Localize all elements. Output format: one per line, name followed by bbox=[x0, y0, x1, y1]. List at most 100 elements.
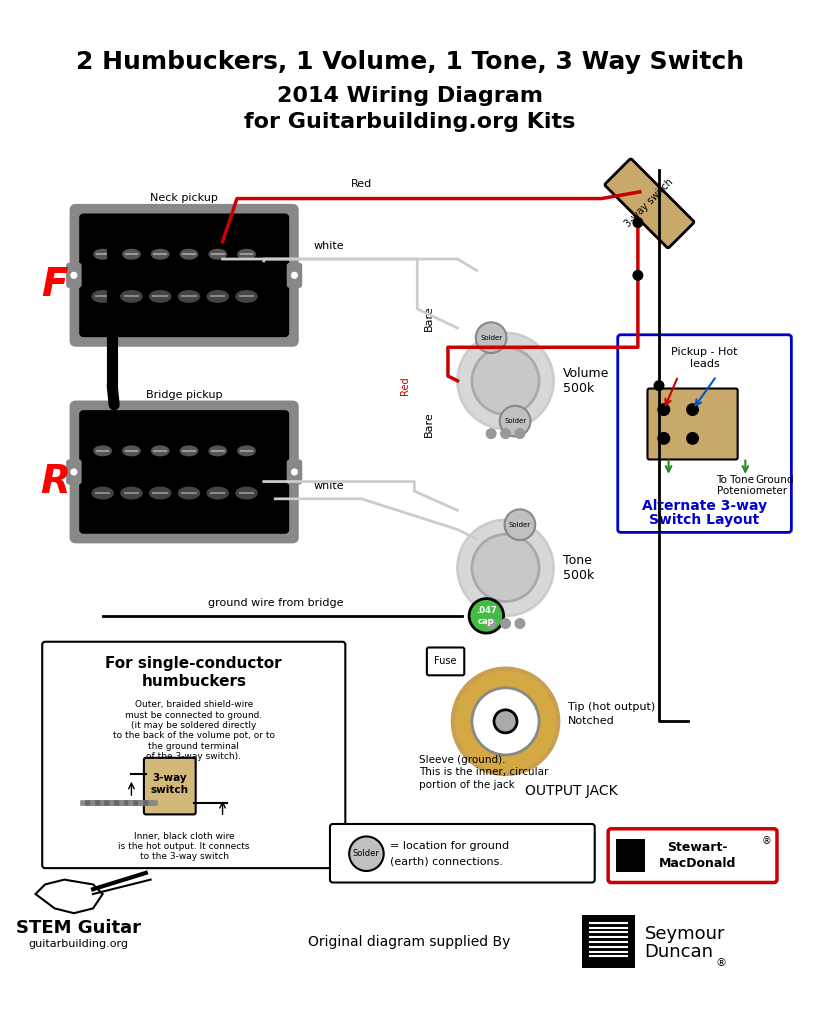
FancyBboxPatch shape bbox=[618, 335, 791, 533]
Text: Pickup - Hot: Pickup - Hot bbox=[672, 347, 738, 357]
Text: This is the inner, circular: This is the inner, circular bbox=[419, 768, 549, 777]
Circle shape bbox=[476, 322, 506, 353]
Ellipse shape bbox=[179, 291, 200, 303]
Text: Switch Layout: Switch Layout bbox=[649, 513, 760, 527]
Text: white: white bbox=[314, 481, 344, 491]
Text: Bare: Bare bbox=[423, 306, 434, 332]
Text: OUTPUT JACK: OUTPUT JACK bbox=[525, 783, 618, 798]
Ellipse shape bbox=[238, 250, 256, 259]
FancyBboxPatch shape bbox=[609, 829, 777, 883]
Circle shape bbox=[349, 836, 383, 871]
Text: Original diagram supplied By: Original diagram supplied By bbox=[309, 934, 511, 949]
Circle shape bbox=[458, 520, 554, 615]
Text: Solder: Solder bbox=[353, 850, 380, 858]
FancyBboxPatch shape bbox=[67, 460, 80, 484]
Text: ®: ® bbox=[762, 836, 771, 846]
FancyBboxPatch shape bbox=[427, 648, 464, 675]
Text: Fuse: Fuse bbox=[434, 656, 456, 666]
Circle shape bbox=[633, 270, 643, 280]
FancyBboxPatch shape bbox=[71, 402, 297, 542]
Text: 500k: 500k bbox=[563, 382, 595, 395]
Text: R: R bbox=[40, 462, 70, 500]
Circle shape bbox=[515, 429, 525, 438]
Circle shape bbox=[292, 469, 297, 474]
Ellipse shape bbox=[236, 291, 257, 303]
Circle shape bbox=[658, 433, 670, 444]
Text: 2014 Wiring Diagram: 2014 Wiring Diagram bbox=[277, 86, 543, 107]
Circle shape bbox=[500, 618, 510, 628]
Ellipse shape bbox=[236, 487, 257, 498]
Text: Sleeve (ground).: Sleeve (ground). bbox=[419, 755, 505, 765]
Ellipse shape bbox=[121, 291, 142, 303]
Text: Ground: Ground bbox=[755, 474, 794, 485]
Text: ®: ® bbox=[716, 958, 726, 968]
Text: Duncan: Duncan bbox=[645, 943, 713, 960]
Circle shape bbox=[458, 333, 554, 429]
Ellipse shape bbox=[92, 487, 113, 498]
Text: Inner, black cloth wire
is the hot output. It connects
to the 3-way switch: Inner, black cloth wire is the hot outpu… bbox=[119, 832, 250, 862]
FancyBboxPatch shape bbox=[43, 641, 346, 868]
Circle shape bbox=[472, 347, 539, 414]
FancyBboxPatch shape bbox=[648, 388, 738, 460]
Circle shape bbox=[633, 218, 643, 227]
Ellipse shape bbox=[238, 447, 256, 456]
Ellipse shape bbox=[179, 487, 200, 498]
Text: Seymour: Seymour bbox=[645, 925, 725, 944]
Ellipse shape bbox=[180, 447, 197, 456]
Ellipse shape bbox=[94, 250, 111, 259]
FancyBboxPatch shape bbox=[287, 264, 301, 287]
Text: .047
cap: .047 cap bbox=[476, 606, 496, 626]
Ellipse shape bbox=[207, 487, 229, 498]
Circle shape bbox=[687, 433, 699, 444]
Circle shape bbox=[472, 535, 539, 602]
Text: Solder: Solder bbox=[480, 335, 502, 341]
Text: Red: Red bbox=[351, 179, 373, 189]
Text: Stewart-: Stewart- bbox=[667, 840, 727, 854]
Text: leads: leads bbox=[690, 358, 719, 369]
Text: 3-way
switch: 3-way switch bbox=[151, 773, 189, 795]
Text: Bare: Bare bbox=[423, 411, 434, 437]
Text: for Guitarbuilding.org Kits: for Guitarbuilding.org Kits bbox=[244, 112, 575, 133]
Text: = location for ground: = location for ground bbox=[391, 841, 509, 851]
Text: STEM Guitar: STEM Guitar bbox=[16, 919, 141, 937]
Text: humbuckers: humbuckers bbox=[141, 673, 247, 689]
Ellipse shape bbox=[123, 250, 140, 259]
Ellipse shape bbox=[209, 447, 226, 456]
Text: 500k: 500k bbox=[563, 569, 595, 582]
Text: Alternate 3-way: Alternate 3-way bbox=[642, 498, 767, 513]
Text: Solder: Solder bbox=[504, 419, 526, 424]
Circle shape bbox=[515, 618, 525, 628]
Text: To Tone: To Tone bbox=[717, 474, 754, 485]
Text: Solder: Solder bbox=[509, 522, 531, 527]
Text: Outer, braided shield-wire
must be connected to ground.
(it may be soldered dire: Outer, braided shield-wire must be conne… bbox=[113, 700, 274, 761]
Circle shape bbox=[486, 429, 496, 438]
FancyBboxPatch shape bbox=[80, 214, 287, 336]
Circle shape bbox=[469, 599, 504, 633]
Circle shape bbox=[500, 429, 510, 438]
FancyBboxPatch shape bbox=[71, 205, 297, 345]
Ellipse shape bbox=[94, 447, 111, 456]
FancyBboxPatch shape bbox=[80, 411, 287, 533]
Text: 2 Humbuckers, 1 Volume, 1 Tone, 3 Way Switch: 2 Humbuckers, 1 Volume, 1 Tone, 3 Way Sw… bbox=[75, 50, 744, 74]
Ellipse shape bbox=[150, 487, 170, 498]
Circle shape bbox=[658, 404, 670, 415]
FancyBboxPatch shape bbox=[605, 159, 694, 248]
Text: (earth) connections.: (earth) connections. bbox=[391, 857, 504, 866]
Text: Neck pickup: Neck pickup bbox=[150, 194, 218, 203]
Circle shape bbox=[71, 469, 77, 474]
Bar bbox=[616, 839, 645, 872]
Ellipse shape bbox=[121, 487, 142, 498]
Ellipse shape bbox=[209, 250, 226, 259]
Text: F: F bbox=[42, 266, 68, 304]
Ellipse shape bbox=[207, 291, 229, 303]
Text: MacDonald: MacDonald bbox=[658, 857, 736, 870]
Ellipse shape bbox=[92, 291, 113, 303]
Text: white: white bbox=[314, 241, 344, 252]
Ellipse shape bbox=[152, 250, 169, 259]
Circle shape bbox=[654, 381, 663, 391]
FancyBboxPatch shape bbox=[287, 460, 301, 484]
Text: For single-conductor: For single-conductor bbox=[106, 656, 282, 671]
Ellipse shape bbox=[152, 447, 169, 456]
Circle shape bbox=[472, 688, 539, 755]
Text: Poteniometer: Poteniometer bbox=[717, 486, 787, 496]
